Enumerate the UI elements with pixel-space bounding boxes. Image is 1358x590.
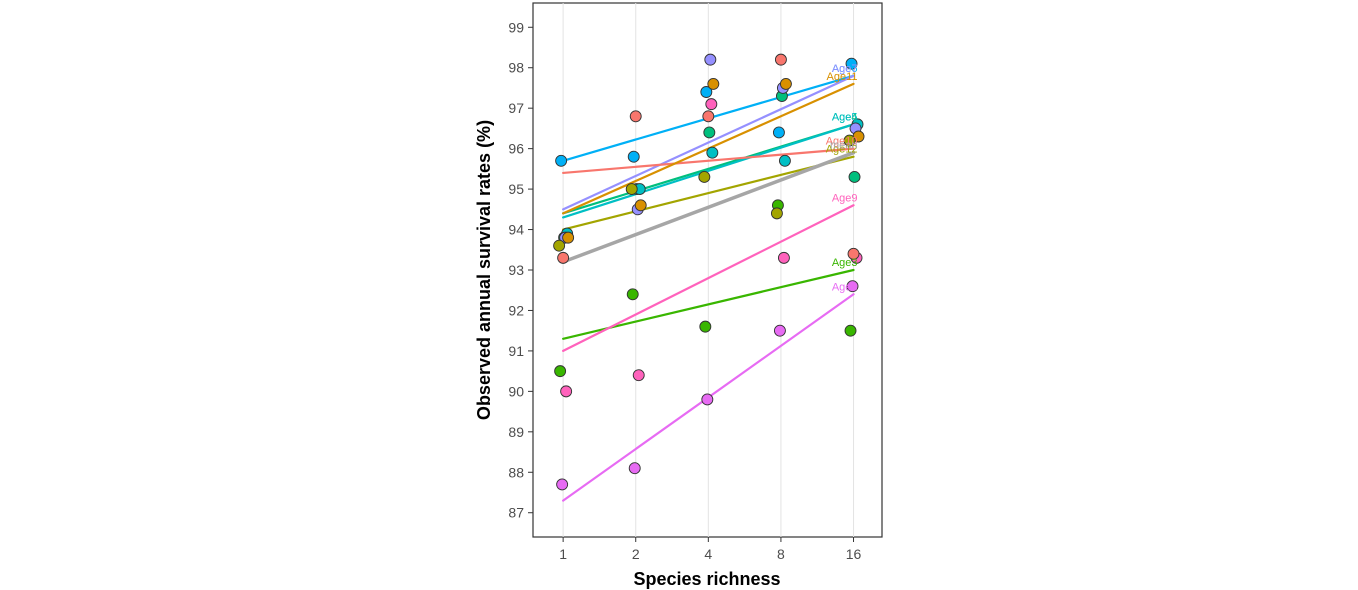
y-axis: 87 88 89 90 91 92 93 94 95 96 97 98 99	[508, 19, 533, 521]
y-tick-label: 90	[508, 383, 524, 399]
data-point-age10	[629, 110, 642, 123]
series-label-age9: Age9	[832, 192, 858, 204]
data-point-age9	[705, 98, 718, 111]
series-label-age5: Age5	[832, 111, 858, 123]
data-point-age4	[848, 171, 861, 183]
series-label-age12: Age12	[826, 144, 858, 156]
data-point-age12	[625, 183, 638, 196]
data-point-age4	[703, 126, 716, 139]
y-tick-label: 96	[508, 141, 524, 157]
series-label-age6: Age6	[832, 63, 858, 75]
x-tick-label: 16	[846, 546, 862, 562]
series-label-age10: Age10	[826, 136, 858, 148]
data-point-age6	[555, 154, 568, 167]
data-point-age3	[554, 365, 567, 378]
y-tick-label: 98	[508, 60, 524, 76]
data-point-age10	[557, 251, 570, 264]
x-tick-label: 2	[632, 546, 640, 562]
fit-line-mean	[561, 150, 856, 264]
data-point-age11	[634, 199, 647, 212]
data-point-age6	[627, 150, 640, 163]
series-label-age4: Age4	[832, 111, 858, 123]
y-tick-label: 97	[508, 100, 524, 116]
y-tick-label: 95	[508, 181, 524, 197]
y-tick-label: 91	[508, 343, 524, 359]
fit-line-age12	[562, 155, 855, 231]
data-point-age6	[845, 57, 858, 70]
y-tick-label: 93	[508, 262, 524, 278]
y-tick-label: 88	[508, 464, 524, 480]
y-tick-label: 87	[508, 505, 524, 521]
data-point-age6	[700, 86, 713, 98]
data-point-age3	[844, 324, 857, 337]
data-point-age12	[770, 207, 783, 220]
data-point-age12	[843, 134, 856, 147]
fit-line-age10	[562, 147, 855, 175]
data-point-age9	[632, 369, 645, 382]
data-point-age10	[702, 110, 715, 123]
data-point-age3	[626, 288, 639, 301]
x-axis: 1 2 4 8 16	[559, 537, 862, 562]
data-point-age10	[774, 53, 787, 66]
x-tick-label: 4	[704, 546, 712, 562]
data-point-age9	[777, 251, 790, 264]
fit-line-age9	[562, 204, 855, 353]
data-point-age3	[699, 320, 712, 333]
x-axis-title: Species richness	[633, 569, 780, 589]
data-point-age8	[773, 324, 786, 337]
y-tick-label: 99	[508, 19, 524, 35]
data-point-age5	[778, 154, 791, 167]
y-tick-label: 89	[508, 424, 524, 440]
fit-line-age7	[562, 74, 855, 211]
data-point-age11	[562, 231, 575, 244]
series-label-age7: Age7	[832, 63, 858, 75]
series-label-age11: Age11	[827, 71, 858, 83]
y-tick-label: 92	[508, 302, 524, 318]
data-point-age12	[698, 171, 711, 183]
series-label-age8: Age8	[832, 281, 858, 293]
x-tick-label: 8	[777, 546, 785, 562]
data-point-age8	[701, 393, 714, 406]
data-point-age9	[560, 385, 573, 398]
data-point-age8	[846, 280, 859, 293]
data-point-age12	[553, 239, 566, 252]
fit-line-age5	[562, 123, 855, 219]
series-label-mean: mean	[830, 140, 858, 152]
points-layer	[553, 53, 865, 491]
data-point-age6	[772, 126, 785, 139]
y-tick-label: 94	[508, 222, 524, 238]
data-point-age10	[847, 247, 860, 260]
data-point-age7	[704, 53, 717, 66]
data-point-age5	[706, 146, 719, 159]
data-point-age8	[628, 462, 641, 475]
series-label-age3: Age3	[832, 257, 858, 269]
data-point-age11	[707, 77, 720, 90]
x-tick-label: 1	[559, 546, 567, 562]
data-point-age8	[556, 478, 569, 491]
data-point-age11	[779, 77, 792, 90]
y-axis-title: Observed annual survival rates (%)	[474, 120, 494, 420]
